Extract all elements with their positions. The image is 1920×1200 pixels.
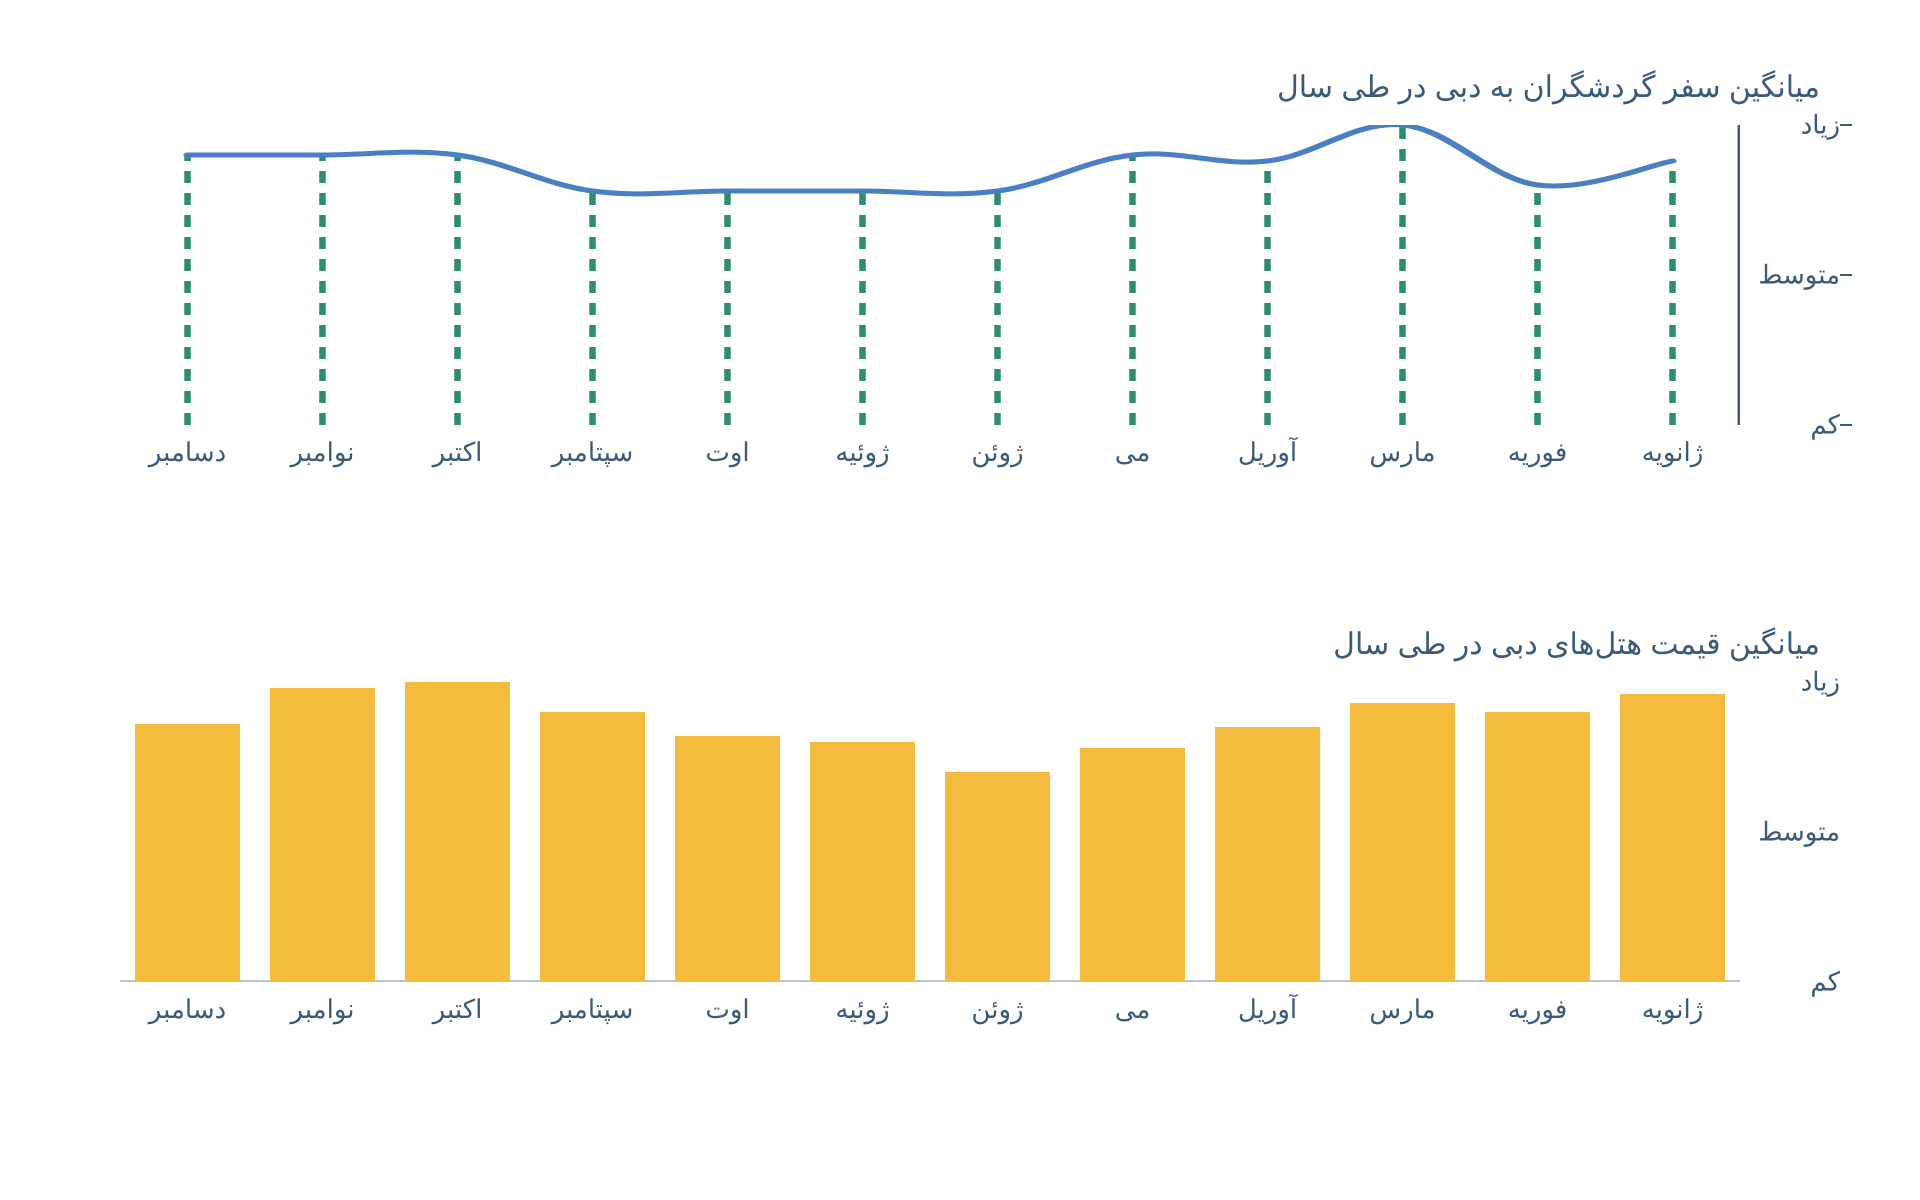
tourists-y-axis: زیاد متوسط کم <box>1750 125 1840 425</box>
hotel-price-bar <box>1620 694 1725 982</box>
x-label-month: ژوئیه <box>835 437 889 468</box>
x-label-month: اکتبر <box>433 437 483 468</box>
spacer <box>80 487 1840 627</box>
hotel-price-bar <box>135 724 240 982</box>
hotels-plot <box>120 682 1740 982</box>
tourists-chart-title: میانگین سفر گردشگران به دبی در طی سال <box>80 70 1820 105</box>
x-label-month: دسامبر <box>149 994 226 1025</box>
y-label-high: زیاد <box>1801 667 1840 698</box>
x-label-month: فوریه <box>1508 437 1568 468</box>
x-label-month: آوریل <box>1238 437 1297 468</box>
hotel-price-bar <box>540 712 645 982</box>
y-label-high: زیاد <box>1801 110 1840 141</box>
y-label-low: کم <box>1810 410 1840 441</box>
x-label-month: فوریه <box>1508 994 1568 1025</box>
x-label-month: سپتامبر <box>552 437 634 468</box>
hotel-price-bar <box>1080 748 1185 982</box>
hotel-price-bar <box>270 688 375 982</box>
x-label-month: آوریل <box>1238 994 1297 1025</box>
y-label-low: کم <box>1810 967 1840 998</box>
x-label-month: ژانویه <box>1642 437 1704 468</box>
x-label-month: دسامبر <box>149 437 226 468</box>
tourists-svg <box>120 125 1740 425</box>
x-label-month: ژانویه <box>1642 994 1704 1025</box>
hotel-price-bar <box>405 682 510 982</box>
tourists-x-axis: ژانویه فوریه مارس آوریل می ژوئن ژوئیه اوت سپتامب… <box>120 437 1740 487</box>
hotel-price-bar <box>675 736 780 982</box>
tourists-line <box>188 125 1673 194</box>
tourists-chart-area: زیاد متوسط کم <box>120 125 1740 425</box>
x-label-month: می <box>1115 994 1151 1025</box>
hotels-y-axis: زیاد متوسط کم <box>1750 682 1840 982</box>
x-label-month: می <box>1115 437 1151 468</box>
hotel-price-bar <box>1350 703 1455 982</box>
hotel-price-bar <box>1215 727 1320 982</box>
x-label-month: مارس <box>1369 994 1435 1025</box>
x-label-month: ژوئیه <box>835 994 889 1025</box>
x-label-month: اکتبر <box>433 994 483 1025</box>
page: میانگین سفر گردشگران به دبی در طی سال زی… <box>0 0 1920 1200</box>
hotels-chart-title: میانگین قیمت هتل‌های دبی در طی سال <box>80 627 1820 662</box>
x-label-month: سپتامبر <box>552 994 634 1025</box>
hotel-price-bar <box>945 772 1050 982</box>
y-label-mid: متوسط <box>1758 817 1840 848</box>
hotels-chart: میانگین قیمت هتل‌های دبی در طی سال زیاد … <box>80 627 1840 1044</box>
x-label-month: ژوئن <box>971 437 1023 468</box>
x-label-month: نوامبر <box>290 994 354 1025</box>
x-label-month: اوت <box>705 994 749 1025</box>
hotel-price-bar <box>1485 712 1590 982</box>
hotel-price-bar <box>810 742 915 982</box>
x-label-month: ژوئن <box>971 994 1023 1025</box>
x-label-month: نوامبر <box>290 437 354 468</box>
tourists-chart: میانگین سفر گردشگران به دبی در طی سال زی… <box>80 70 1840 487</box>
y-label-mid: متوسط <box>1758 260 1840 291</box>
tourists-plot <box>120 125 1740 425</box>
x-label-month: مارس <box>1369 437 1435 468</box>
hotels-x-axis: ژانویه فوریه مارس آوریل می ژوئن ژوئیه اوت سپتامب… <box>120 994 1740 1044</box>
hotels-chart-area: زیاد متوسط کم <box>120 682 1740 982</box>
x-label-month: اوت <box>705 437 749 468</box>
